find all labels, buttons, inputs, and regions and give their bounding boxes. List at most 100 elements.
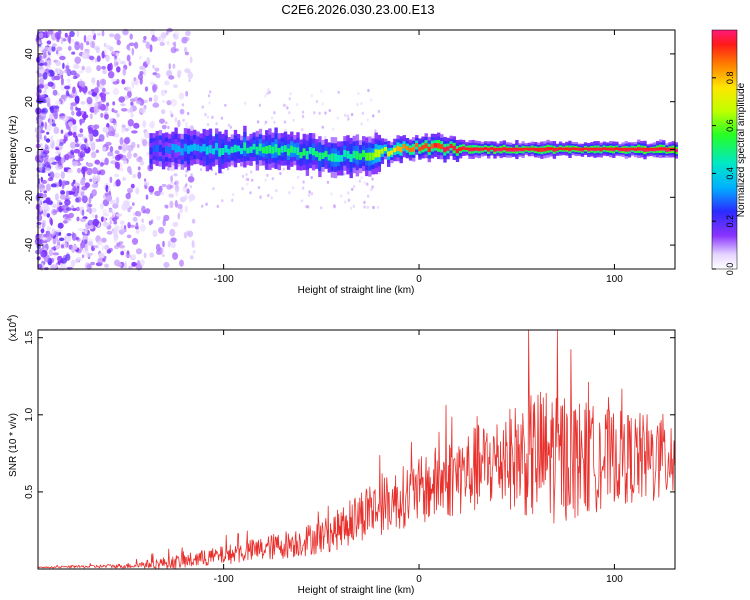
spectrogram-speckle [81,166,88,172]
spectrogram-speckle [71,51,76,55]
spectrogram-speckle [121,126,125,134]
spectrogram-ridge-cell [311,148,316,156]
spectrogram-speckle [266,173,269,177]
spectrogram-speckle [126,151,132,160]
spectrogram-speckle [126,108,131,113]
spectrogram-speckle [367,88,370,93]
spectrogram-ridge-cell [221,148,225,155]
spectrogram-speckle [60,244,65,249]
spectrogram-speckle [118,168,125,172]
spectrogram-speckle [87,241,94,247]
spectrogram-speckle [295,103,299,107]
spectrogram-speckle [190,173,193,177]
spectrogram-speckle [61,181,67,186]
spectrogram-speckle [90,151,97,159]
spectrogram-speckle [48,69,54,74]
spectrogram-speckle [112,119,117,125]
spectrogram-ridge-cell [218,148,222,157]
spectrogram-speckle [72,75,78,80]
spectrogram-speckle [161,247,164,254]
spectrogram-speckle [347,191,350,195]
spectrogram-speckle [49,105,55,114]
spectrogram-ridge-cell [199,146,203,153]
spectrogram-speckle [128,61,132,66]
spectrogram-speckle [214,172,218,176]
spectrogram-speckle [170,175,174,183]
spectrogram-speckle [60,257,67,264]
spectrogram-speckle [56,239,61,245]
spectrogram-speckle [160,191,164,196]
spectrogram-speckle [124,261,127,269]
spectrogram-speckle [366,118,369,122]
spectrogram-speckle [148,97,153,102]
snr-x-tick-label: 0 [416,574,422,585]
spectrogram-speckle [289,92,292,96]
spectrogram-speckle [168,75,175,80]
spectrogram-speckle [139,56,142,60]
spectrogram-speckle [177,69,182,75]
spectrogram-speckle [301,128,304,132]
spectrogram-speckle [48,249,53,257]
spectrogram-speckle [297,175,300,179]
spectrogram-speckle [74,95,80,104]
spectrogram-x-tick-label: 0 [416,274,422,285]
spectrogram-speckle [80,178,86,186]
spectrogram-speckle [321,102,324,106]
spectrogram-speckle [114,150,120,155]
spectrogram-speckle [70,70,77,76]
spectrogram-speckle [72,186,77,192]
spectrogram-speckle [185,183,188,187]
spectrogram-speckle [168,63,171,70]
spectrogram-speckle [115,61,119,66]
spectrogram-speckle [43,135,47,141]
spectrogram-speckle [73,148,81,154]
spectrogram-speckle [118,145,123,150]
spectrogram-speckle [372,135,375,139]
spectrogram-speckle [58,237,65,242]
spectrogram-ridge [149,125,678,179]
spectrogram-speckle [121,79,126,85]
spectrogram-speckle [55,60,62,66]
spectrogram-speckle [132,173,137,179]
spectrogram-speckle [185,30,191,36]
spectrogram-speckle [75,106,78,111]
spectrogram-speckle [90,261,95,266]
spectrogram-speckle [366,205,369,209]
spectrogram-ridge-cell [165,146,169,153]
spectrogram-ridge-cell [333,153,338,162]
spectrogram-ridge-cell [508,148,513,152]
spectrogram-speckle [35,132,42,140]
spectrogram-ridge-cell [252,143,256,150]
spectrogram-speckle [166,184,173,190]
spectrogram-speckle [149,252,155,258]
spectrogram-speckle [89,178,93,183]
snr-y-ticks: 0.5 1.0 1.5 [24,330,675,499]
spectrogram-speckle [352,204,355,208]
spectrogram-speckle [36,162,43,168]
spectrogram-speckle [344,113,347,117]
spectrogram-speckle [229,125,232,129]
spectrogram-speckle [148,185,155,193]
spectrogram-speckle [256,120,260,124]
spectrogram-ridge-cell [330,153,335,162]
spectrogram-speckle [282,167,285,171]
spectrogram-speckle [115,52,120,57]
spectrogram-speckle [160,89,166,96]
spectrogram-speckle [71,232,77,241]
spectrogram-speckle [136,100,142,105]
spectrogram-speckle [244,101,247,105]
spectrogram-speckle [45,138,51,143]
spectrogram-speckle [46,131,50,135]
spectrogram-ridge-cell [255,146,260,155]
spectrogram-speckle [336,116,339,120]
spectrogram-ridge-cell [274,144,278,153]
spectrogram-ridge-cell [493,148,497,152]
spectrogram-speckle [80,217,86,223]
spectrogram-speckle [75,236,80,241]
spectrogram-speckle [53,105,60,109]
spectrogram-speckle [140,259,145,267]
spectrogram-ridge-cell [349,154,353,162]
spectrogram-ridge-cell [224,145,228,153]
spectrogram-speckle [307,193,311,197]
spectrogram-speckle [131,254,137,260]
